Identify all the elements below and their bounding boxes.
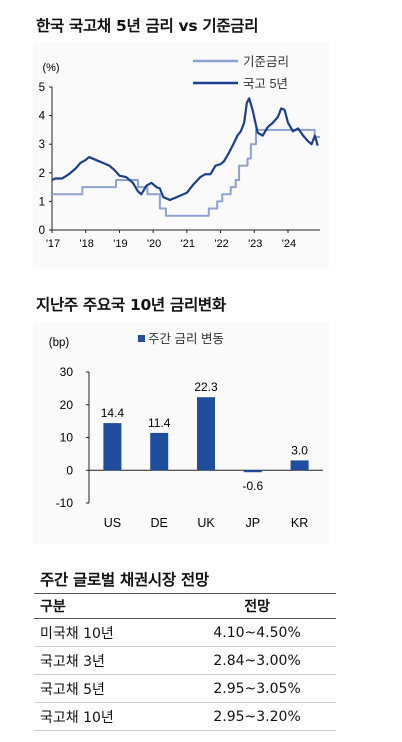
x-tick-label: '19 [113,238,127,250]
y-tick-label: 0 [39,225,45,237]
legend-label: 기준금리 [243,55,289,69]
bar-uk [197,397,215,471]
bar-us [103,423,122,471]
data-label: 3.0 [291,443,308,457]
y-tick-label: 10 [60,431,74,445]
data-label: 22.3 [194,380,218,394]
x-tick-label: US [104,516,121,530]
x-tick-label: '17 [46,238,60,250]
header-outlook: 전망 [178,594,336,619]
y-axis-unit: (bp) [49,337,70,349]
x-tick-label: '20 [147,238,161,250]
table-row: 국고채 5년 2.95~3.05% [34,674,336,703]
y-tick-label: 4 [39,111,46,123]
bar-chart: (bp) -10 0 10 20 30 주간 금리 변동 14.4 US 11.4 DE 22.3 UK… [49,332,323,530]
data-label: -0.6 [242,479,263,493]
x-tick-label: '21 [181,238,195,250]
table-row: 국고채 10년 2.95~3.20% [34,702,336,731]
x-tick-label: '22 [214,238,228,250]
series-line-base-rate [52,128,320,217]
y-tick-label: -10 [56,496,74,510]
row-label: 국고채 5년 [34,674,179,703]
x-tick-label: UK [197,516,215,530]
y-tick-label: 3 [39,139,45,151]
outlook-table: 구분 전망 미국채 10년 4.10~4.50% 국고채 3년 2.84~3.0… [34,594,336,731]
series-line-ktb-5y [51,97,319,202]
x-tick-label: DE [151,516,168,530]
y-tick-label: 1 [39,196,45,208]
x-tick-label: KR [291,516,308,530]
y-tick-label: 5 [39,82,45,94]
row-label: 미국채 10년 [34,618,179,647]
bar-de [150,432,169,471]
y-tick-label: 2 [39,168,45,180]
row-label: 국고채 3년 [34,646,179,675]
header-category: 구분 [34,594,179,619]
y-tick-label: 30 [60,365,74,379]
y-tick-label: 20 [60,398,74,412]
y-axis-unit: (%) [42,62,59,74]
chart1-title: 한국 국고채 5년 금리 vs 기준금리 [36,17,259,35]
x-tick-label: '18 [80,238,94,250]
row-value: 2.84~3.00% [178,646,336,675]
x-tick-label: JP [246,516,261,530]
table-row: 국고채 3년 2.84~3.00% [34,646,336,675]
table-top-rule [34,593,336,594]
chart2-panel: (bp) -10 0 10 20 30 주간 금리 변동 14.4 US 11.4 DE 22.3 UK… [33,322,329,544]
row-value: 2.95~3.20% [178,702,336,731]
outlook-title: 주간 글로벌 채권시장 전망 [40,571,209,589]
table-header-row: 구분 전망 [34,594,336,619]
y-tick-label: 0 [66,463,73,477]
data-label: 14.4 [101,406,125,420]
bar-jp [243,470,262,473]
row-label: 국고채 10년 [34,702,179,731]
row-value: 2.95~3.05% [178,674,336,703]
line-chart: (%) 0 1 2 3 4 5 '17 '18 '19 '20 '21 '22 '23 '24 기준금리국고 … [39,55,320,250]
chart2-title: 지난주 주요국 10년 금리변화 [36,296,226,314]
legend-label: 주간 금리 변동 [148,332,224,346]
data-label: 11.4 [148,416,171,430]
legend-label: 국고 5년 [243,77,288,91]
table-row: 미국채 10년 4.10~4.50% [34,618,336,647]
bar-kr [290,460,309,471]
row-value: 4.10~4.50% [178,618,336,647]
x-tick-label: '24 [282,238,296,250]
x-tick-label: '23 [248,238,262,250]
legend-swatch [138,335,145,342]
